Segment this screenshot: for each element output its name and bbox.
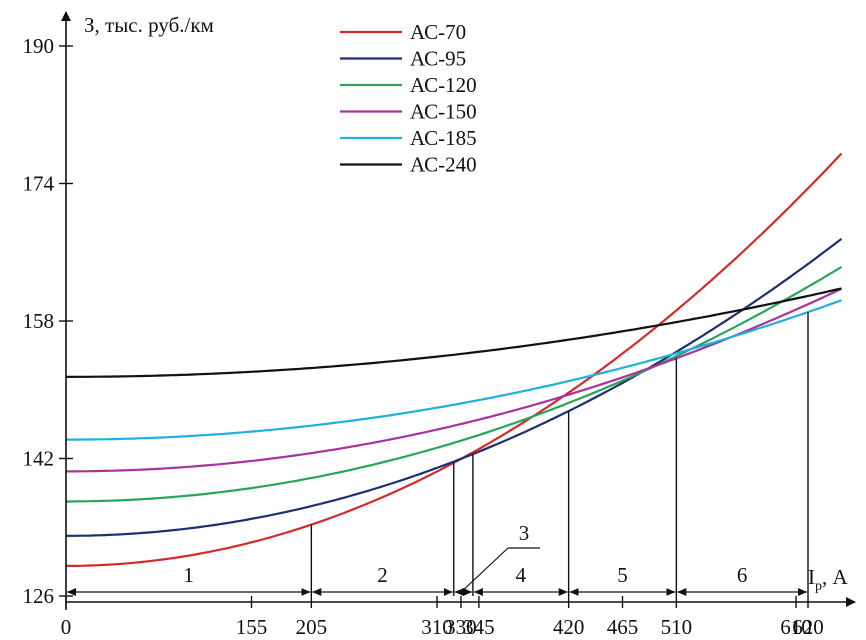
x-tick-label: 620: [792, 615, 824, 639]
zone-leader: [462, 547, 509, 591]
legend-label--185: АС-185: [410, 126, 477, 150]
x-tick-label: 205: [296, 615, 328, 639]
series-line--70: [66, 152, 843, 568]
y-tick-label: 142: [23, 447, 55, 471]
legend-label--95: АС-95: [410, 47, 466, 71]
series-line--150: [66, 287, 842, 473]
zone-label: 3: [519, 521, 530, 545]
x-tick-label: 0: [61, 615, 72, 639]
x-axis-label-sub: р: [815, 579, 822, 594]
legend-label--70: АС-70: [410, 20, 466, 44]
zone-label: 2: [377, 563, 388, 587]
y-axis-label: З, тыс. руб./км: [84, 13, 214, 37]
x-tick-label: 610: [780, 615, 812, 639]
y-tick-label: 126: [23, 584, 55, 608]
y-tick-label: 174: [23, 172, 55, 196]
series-line--185: [66, 299, 842, 441]
x-tick-label: 465: [607, 615, 639, 639]
x-tick-label: 420: [553, 615, 585, 639]
series-line--120: [66, 265, 843, 503]
x-tick-label: 310: [421, 615, 453, 639]
zone-label: 1: [183, 563, 194, 587]
zone-label: 5: [617, 563, 628, 587]
x-tick-label: 345: [463, 615, 495, 639]
legend-label--240: АС-240: [410, 153, 477, 177]
zone-label: 4: [516, 563, 527, 587]
series-line--240: [66, 287, 842, 378]
legend-label--150: АС-150: [410, 100, 477, 124]
y-tick-label: 158: [23, 309, 55, 333]
zone-label: 6: [737, 563, 748, 587]
x-axis-label: Iр, А: [808, 565, 849, 594]
x-tick-label: 330: [445, 615, 477, 639]
series-line--95: [66, 238, 843, 537]
legend-label--120: АС-120: [410, 73, 477, 97]
y-tick-label: 190: [23, 34, 55, 58]
x-tick-label: 510: [661, 615, 693, 639]
x-tick-label: 155: [236, 615, 268, 639]
